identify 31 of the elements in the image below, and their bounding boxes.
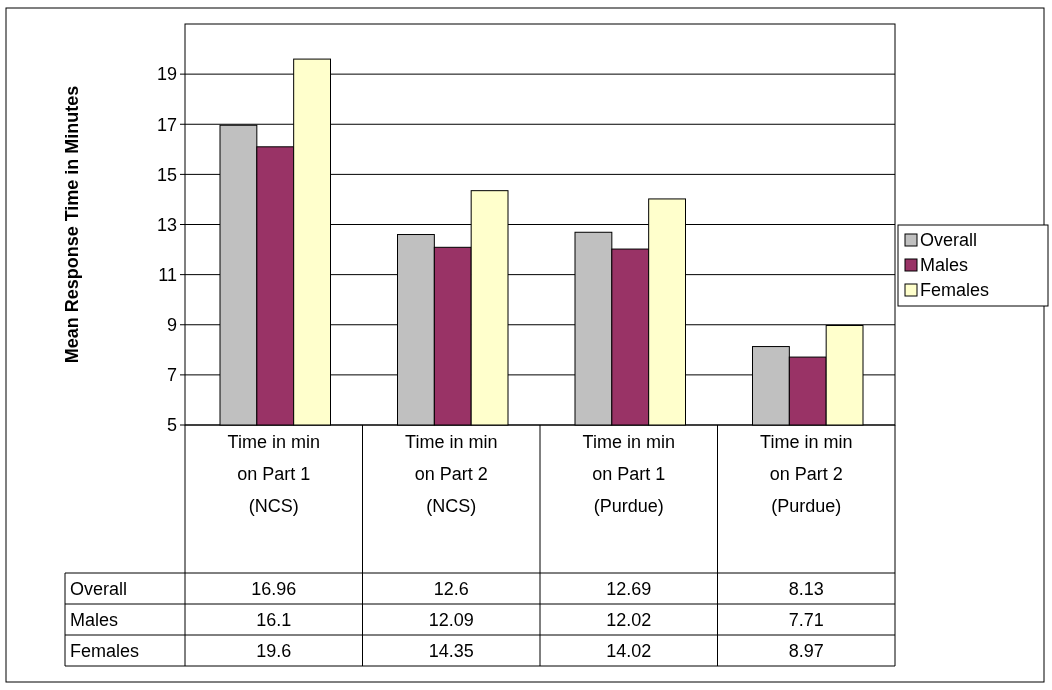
y-tick-label: 19 bbox=[156, 64, 177, 85]
x-tick-label: Time in min on Part 1 (Purdue) bbox=[582, 432, 675, 516]
data-label: 12.69 bbox=[606, 578, 652, 599]
data-label: 7.71 bbox=[788, 609, 824, 630]
y-tick-label: 5 bbox=[166, 415, 177, 436]
x-tick-label: Time in min on Part 1 (NCS) bbox=[227, 432, 320, 516]
x-tick-label: Time in min on Part 2 (Purdue) bbox=[760, 432, 853, 516]
text: Males bbox=[70, 609, 119, 630]
y-tick-label: 9 bbox=[166, 315, 177, 336]
legend-label: Females bbox=[920, 280, 990, 301]
legend-label: Males bbox=[920, 255, 969, 276]
data-label: 8.13 bbox=[788, 578, 824, 599]
y-axis-title: Mean Response Time in Minutes bbox=[62, 85, 82, 364]
data-label: 19.6 bbox=[256, 640, 292, 661]
legend-label: Overall bbox=[920, 230, 978, 251]
x-tick-label: Time in min on Part 2 (NCS) bbox=[405, 432, 498, 516]
data-label: 12.09 bbox=[428, 609, 474, 630]
data-label: 14.35 bbox=[428, 640, 474, 661]
data-label: 16.96 bbox=[251, 578, 297, 599]
y-tick-label: 7 bbox=[166, 365, 177, 386]
data-label: 8.97 bbox=[788, 640, 824, 661]
data-label: 16.1 bbox=[256, 609, 292, 630]
y-tick-label: 13 bbox=[156, 214, 177, 235]
text: Overall bbox=[70, 578, 128, 599]
text: Females bbox=[70, 640, 140, 661]
y-tick-label: 17 bbox=[156, 114, 177, 135]
data-label: 14.02 bbox=[606, 640, 652, 661]
y-tick-label: 11 bbox=[158, 264, 177, 285]
data-label: 12.6 bbox=[433, 578, 469, 599]
y-tick-label: 15 bbox=[156, 164, 177, 185]
data-label: 12.02 bbox=[606, 609, 652, 630]
